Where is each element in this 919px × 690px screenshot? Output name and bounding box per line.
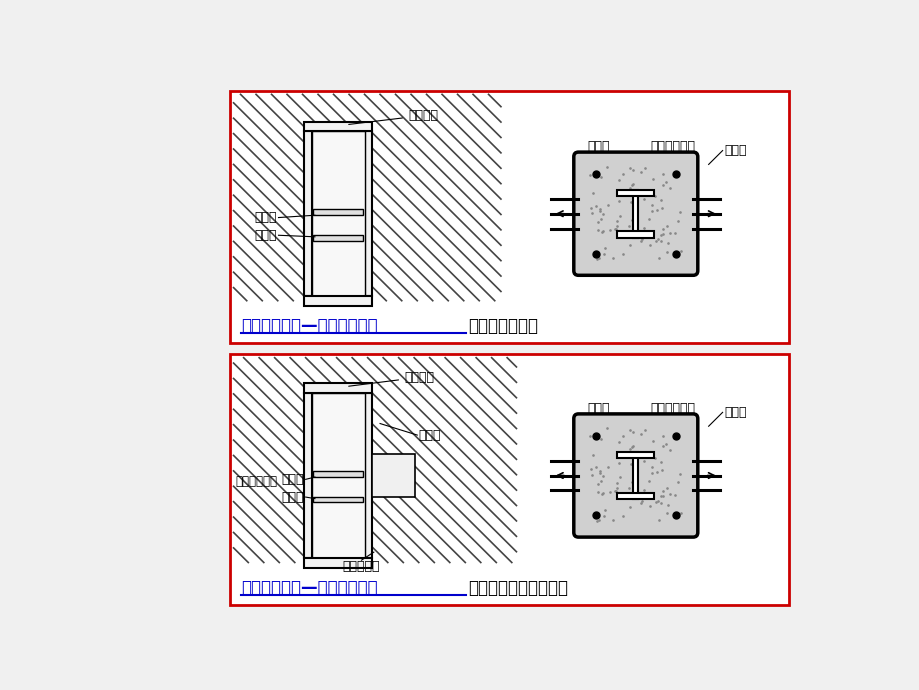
Bar xyxy=(304,121,372,131)
Bar xyxy=(372,454,414,497)
Bar xyxy=(632,451,638,500)
Text: 箍筋贯穿孔: 箍筋贯穿孔 xyxy=(342,560,380,573)
Text: ：纵筋焊接或搭接节点: ：纵筋焊接或搭接节点 xyxy=(468,579,568,597)
Bar xyxy=(617,451,653,457)
Text: 加劲肋: 加劲肋 xyxy=(255,211,277,224)
Text: 梁纵筋: 梁纵筋 xyxy=(723,406,746,419)
Bar xyxy=(364,393,372,558)
Text: 排气孔: 排气孔 xyxy=(255,229,277,242)
Bar xyxy=(304,384,372,393)
Text: 柱内型钢: 柱内型钢 xyxy=(348,109,437,124)
Bar xyxy=(312,393,364,558)
Bar xyxy=(304,131,312,297)
Bar xyxy=(304,558,372,567)
Text: 梁纵筋: 梁纵筋 xyxy=(723,144,746,157)
Bar xyxy=(364,131,372,297)
Text: ：纵筋贯通节点: ：纵筋贯通节点 xyxy=(468,317,538,335)
Text: 柱纵筋与箍筋: 柱纵筋与箍筋 xyxy=(650,140,695,152)
Text: 型钢混凝土柱—钢筋混凝土梁: 型钢混凝土柱—钢筋混凝土梁 xyxy=(241,579,378,597)
Text: 柱纵筋与箍筋: 柱纵筋与箍筋 xyxy=(650,402,695,415)
Bar xyxy=(313,497,363,502)
Text: 梁纵筋: 梁纵筋 xyxy=(418,428,441,442)
Text: 短钢梁或牛腿: 短钢梁或牛腿 xyxy=(235,475,278,488)
Text: 加劲肋: 加劲肋 xyxy=(586,140,609,152)
Text: 加劲肋: 加劲肋 xyxy=(281,473,304,486)
Text: 型钢混凝土柱—钢筋混凝土梁: 型钢混凝土柱—钢筋混凝土梁 xyxy=(241,317,378,335)
Bar xyxy=(230,90,789,343)
Bar xyxy=(617,493,653,500)
Bar xyxy=(304,297,372,306)
Bar xyxy=(313,235,363,241)
Bar xyxy=(312,131,364,297)
Bar xyxy=(632,190,638,237)
Bar xyxy=(304,393,312,558)
Text: 加劲肋: 加劲肋 xyxy=(586,402,609,415)
FancyBboxPatch shape xyxy=(573,414,697,537)
Bar xyxy=(617,190,653,196)
Bar xyxy=(313,471,363,477)
Text: 柱内型钢: 柱内型钢 xyxy=(348,371,434,386)
Text: 排气孔: 排气孔 xyxy=(281,491,304,504)
Bar xyxy=(313,209,363,215)
Bar xyxy=(617,231,653,237)
FancyBboxPatch shape xyxy=(573,152,697,275)
Bar xyxy=(230,354,789,605)
